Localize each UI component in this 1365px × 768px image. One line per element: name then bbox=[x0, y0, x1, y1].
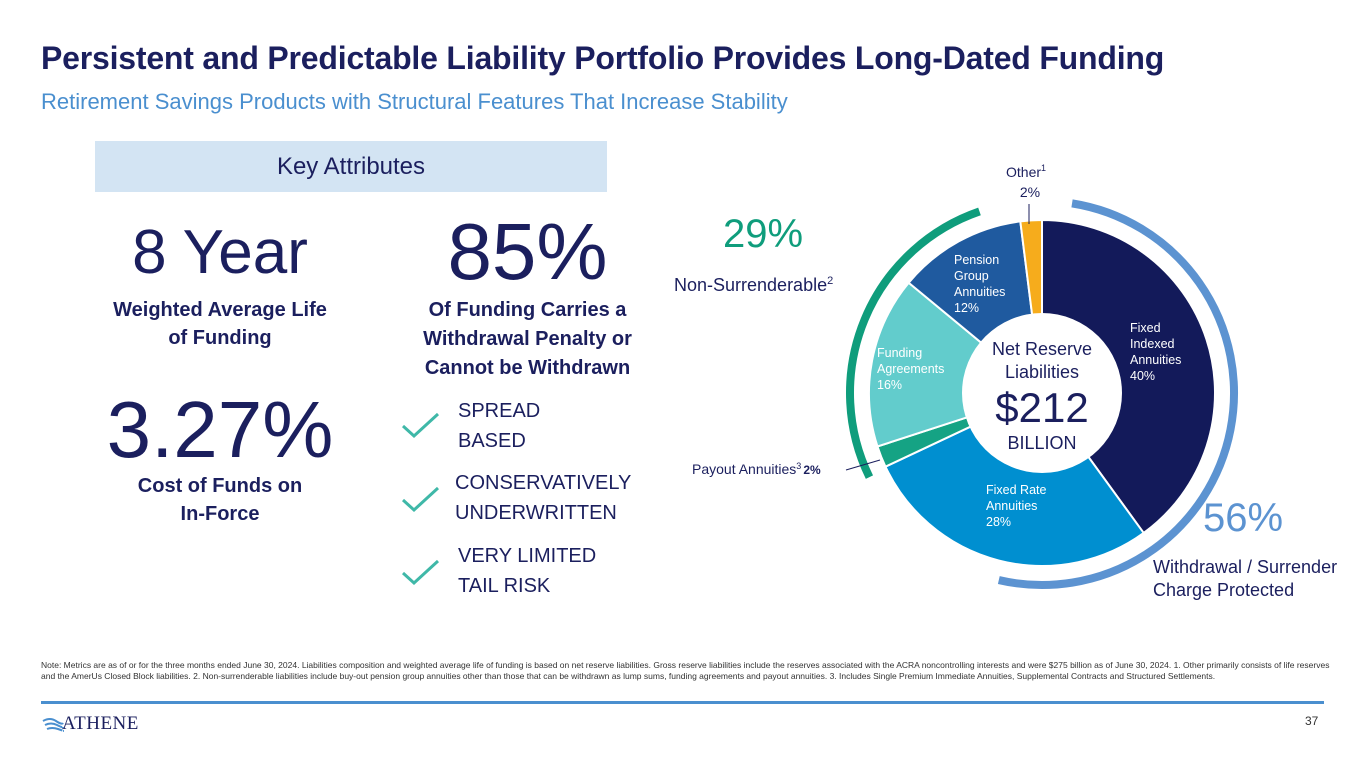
checkmark-icon bbox=[401, 559, 440, 586]
stat-desc-line: Weighted Average Life bbox=[113, 299, 327, 321]
slice-label-line: Annuities bbox=[1130, 353, 1181, 367]
key-attributes-header: Key Attributes bbox=[95, 141, 607, 192]
slice-label-line: Fixed bbox=[1130, 321, 1161, 335]
check-text-line: VERY LIMITED bbox=[458, 545, 597, 567]
page-number: 37 bbox=[1305, 714, 1319, 728]
slice-pct: 2% bbox=[803, 463, 821, 477]
center-line: Net Reserve bbox=[991, 339, 1093, 359]
center-line: Liabilities bbox=[1004, 362, 1080, 382]
slice-label-line: Other bbox=[1006, 164, 1041, 180]
stat-description: Weighted Average Life of Funding bbox=[95, 296, 345, 352]
stat-desc-line: Withdrawal Penalty or bbox=[423, 328, 632, 350]
slice-label: Fixed Rate Annuities 28% bbox=[986, 483, 1046, 529]
check-text-line: BASED bbox=[458, 430, 526, 452]
stat-desc-line: of Funding bbox=[168, 327, 272, 349]
stat-cost-of-funds: 3.27% Cost of Funds on In-Force bbox=[85, 390, 355, 528]
check-text-line: CONSERVATIVELY bbox=[455, 472, 632, 494]
stat-value: 3.27% bbox=[106, 385, 334, 474]
slice-label: Fixed Indexed Annuities 40% bbox=[1130, 321, 1181, 383]
check-text-line: TAIL RISK bbox=[458, 575, 551, 597]
slice-label-line: 28% bbox=[986, 515, 1011, 529]
donut-chart: Fixed Indexed Annuities 40% Fixed Rate Annuit… bbox=[692, 163, 1238, 589]
other-label: Other1 bbox=[1006, 163, 1046, 180]
callout-non-surrenderable-pct: 29% bbox=[723, 212, 804, 256]
stat-description: Cost of Funds on In-Force bbox=[85, 472, 355, 528]
slice-fixed-rate-annuities bbox=[884, 391, 1146, 568]
checkmark-icon bbox=[401, 486, 440, 513]
slice-label-line: Funding bbox=[877, 346, 922, 360]
footnote-marker: 2 bbox=[827, 275, 834, 287]
stat-desc-line: Of Funding Carries a bbox=[428, 299, 627, 321]
callout-label-line: Charge Protected bbox=[1153, 580, 1295, 600]
donut-center-label: Net Reserve Liabilities $212 BILLION bbox=[962, 338, 1122, 454]
athene-logo-mark-icon bbox=[42, 718, 64, 732]
stat-withdrawal-penalty: 85% Of Funding Carries a Withdrawal Pena… bbox=[385, 212, 670, 383]
slice-label-line: Agreements bbox=[877, 362, 944, 376]
payout-leader-line bbox=[845, 459, 881, 471]
slice-label: Funding Agreements 16% bbox=[877, 346, 944, 392]
slice-label-line: Payout Annuities bbox=[692, 461, 796, 477]
withdrawal-protected-arc bbox=[997, 199, 1238, 589]
other-pct: 2% bbox=[1020, 184, 1040, 200]
stat-value: 85% bbox=[447, 207, 608, 296]
check-text: CONSERVATIVELY UNDERWRITTEN bbox=[455, 468, 631, 528]
key-attributes-label: Key Attributes bbox=[276, 153, 426, 180]
footnote-marker: 1 bbox=[1041, 163, 1046, 173]
stat-weighted-average-life: 8 Year Weighted Average Life of Funding bbox=[95, 222, 345, 352]
athene-logo-text: ATHENE bbox=[62, 713, 139, 734]
footer-divider bbox=[41, 701, 1324, 704]
callout-withdrawal-protected-pct: 56% bbox=[1203, 496, 1284, 540]
slice-label-line: Annuities bbox=[954, 285, 1005, 299]
callout-label-line: Withdrawal / Surrender bbox=[1153, 557, 1338, 577]
footnote: Note: Metrics are as of or for the three… bbox=[41, 660, 1330, 681]
slice-label-line: Group bbox=[954, 269, 989, 283]
slice-label: Pension Group Annuities 12% bbox=[954, 253, 1005, 315]
slice-label-line: Annuities bbox=[986, 499, 1037, 513]
check-text-line: UNDERWRITTEN bbox=[455, 502, 617, 524]
center-value: $212 bbox=[995, 384, 1089, 431]
page-title: Persistent and Predictable Liability Por… bbox=[41, 40, 1165, 76]
checkmark-icon bbox=[401, 412, 440, 439]
check-text-line: SPREAD bbox=[458, 400, 541, 422]
slice-label-line: 12% bbox=[954, 301, 979, 315]
center-unit: BILLION bbox=[1007, 433, 1077, 453]
slice-label-line: Pension bbox=[954, 253, 999, 267]
footnote-marker: 3 bbox=[796, 461, 801, 471]
check-text: VERY LIMITED TAIL RISK bbox=[458, 541, 596, 601]
stat-desc-line: Cost of Funds on bbox=[137, 475, 303, 497]
non-surrenderable-arc bbox=[846, 207, 981, 479]
donut-hole bbox=[962, 313, 1122, 473]
slice-label-line: Indexed bbox=[1130, 337, 1175, 351]
check-text: SPREAD BASED bbox=[458, 396, 540, 456]
payout-annuities-label: Payout Annuities3 2% bbox=[692, 461, 821, 477]
stat-value: 8 Year bbox=[132, 218, 308, 287]
callout-label-text: Non-Surrenderable bbox=[674, 275, 828, 295]
slice-label-line: 40% bbox=[1130, 369, 1155, 383]
callout-withdrawal-protected-label: Withdrawal / Surrender Charge Protected bbox=[1153, 556, 1337, 602]
slice-label-line: Fixed Rate bbox=[986, 483, 1046, 497]
stat-desc-line: Cannot be Withdrawn bbox=[424, 357, 631, 379]
page-subtitle: Retirement Savings Products with Structu… bbox=[41, 89, 788, 114]
slice-fixed-indexed-annuities bbox=[1041, 218, 1217, 535]
stat-description: Of Funding Carries a Withdrawal Penalty … bbox=[385, 296, 670, 383]
stat-desc-line: In-Force bbox=[180, 503, 260, 525]
callout-non-surrenderable-label: Non-Surrenderable2 bbox=[674, 270, 833, 297]
slice-label-line: 16% bbox=[877, 378, 902, 392]
